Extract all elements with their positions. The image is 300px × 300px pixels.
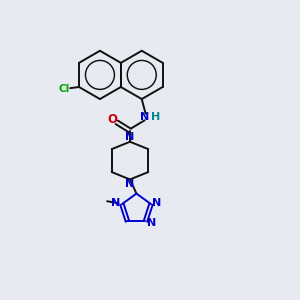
Text: N: N bbox=[140, 112, 149, 122]
Text: N: N bbox=[111, 198, 121, 208]
Text: N: N bbox=[152, 198, 161, 208]
Text: Cl: Cl bbox=[58, 84, 69, 94]
Text: H: H bbox=[151, 112, 160, 122]
Text: N: N bbox=[125, 179, 135, 189]
Text: N: N bbox=[125, 132, 135, 142]
Text: N: N bbox=[147, 218, 156, 228]
Text: O: O bbox=[108, 113, 118, 126]
